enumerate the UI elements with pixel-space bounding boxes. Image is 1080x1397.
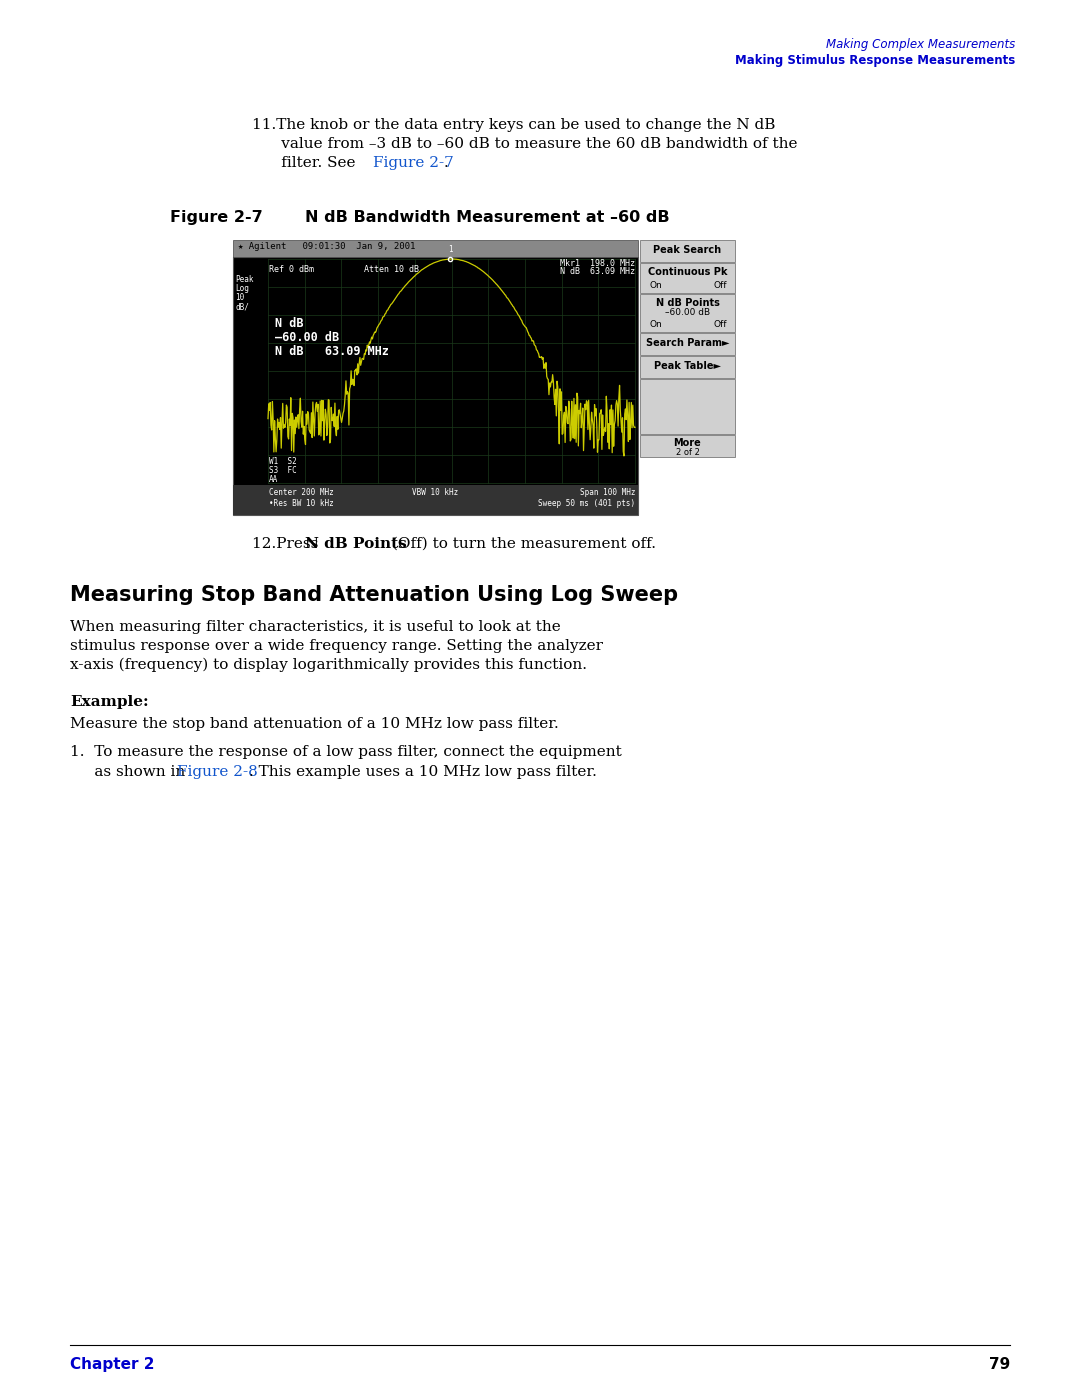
Text: Chapter 2: Chapter 2 <box>70 1356 154 1372</box>
Text: Off: Off <box>714 281 727 291</box>
Text: Example:: Example: <box>70 694 149 710</box>
Text: Peak Search: Peak Search <box>653 244 721 256</box>
Text: W1  S2: W1 S2 <box>269 457 297 467</box>
Text: x-axis (frequency) to display logarithmically provides this function.: x-axis (frequency) to display logarithmi… <box>70 658 588 672</box>
Text: Measuring Stop Band Attenuation Using Log Sweep: Measuring Stop Band Attenuation Using Lo… <box>70 585 678 605</box>
Text: Peak: Peak <box>235 275 254 284</box>
Text: 10: 10 <box>235 293 244 302</box>
Text: When measuring filter characteristics, it is useful to look at the: When measuring filter characteristics, i… <box>70 620 561 634</box>
Bar <box>640 434 735 457</box>
Bar <box>640 332 735 355</box>
Text: 1.  To measure the response of a low pass filter, connect the equipment: 1. To measure the response of a low pass… <box>70 745 622 759</box>
Text: Log: Log <box>235 284 248 293</box>
Text: N dB  63.09 MHz: N dB 63.09 MHz <box>561 267 635 277</box>
Text: More: More <box>674 439 701 448</box>
Text: ★ Agilent   09:01:30  Jan 9, 2001: ★ Agilent 09:01:30 Jan 9, 2001 <box>238 242 416 251</box>
Text: AA: AA <box>269 475 279 483</box>
Bar <box>233 485 638 515</box>
Text: value from –3 dB to –60 dB to measure the 60 dB bandwidth of the: value from –3 dB to –60 dB to measure th… <box>252 137 797 151</box>
Text: dB/: dB/ <box>235 302 248 312</box>
Text: Peak Table►: Peak Table► <box>654 360 721 372</box>
Text: N dB   63.09 MHz: N dB 63.09 MHz <box>275 345 389 358</box>
Text: On: On <box>650 320 663 330</box>
Text: 11.The knob or the data entry keys can be used to change the N dB: 11.The knob or the data entry keys can b… <box>252 117 775 131</box>
Text: Ref 0 dBm: Ref 0 dBm <box>269 265 314 274</box>
Text: •Res BW 10 kHz: •Res BW 10 kHz <box>269 499 334 509</box>
Text: Sweep 50 ms (401 pts): Sweep 50 ms (401 pts) <box>538 499 635 509</box>
Text: Mkr1  198.0 MHz: Mkr1 198.0 MHz <box>561 258 635 268</box>
Text: Search Param►: Search Param► <box>646 338 729 348</box>
Bar <box>640 356 735 379</box>
Bar <box>640 240 735 263</box>
Text: Figure 2-7: Figure 2-7 <box>373 156 454 170</box>
Bar <box>640 293 735 332</box>
Text: Center 200 MHz: Center 200 MHz <box>269 488 334 497</box>
Text: .: . <box>444 156 449 170</box>
Text: –60.00 dB: –60.00 dB <box>275 331 339 344</box>
Bar <box>233 240 638 257</box>
Text: 79: 79 <box>989 1356 1010 1372</box>
Text: N dB Points: N dB Points <box>656 298 719 307</box>
Text: Off: Off <box>714 320 727 330</box>
Text: VBW 10 kHz: VBW 10 kHz <box>411 488 458 497</box>
Text: N dB: N dB <box>275 317 303 330</box>
Text: 12.Press: 12.Press <box>252 536 323 550</box>
Text: Making Stimulus Response Measurements: Making Stimulus Response Measurements <box>734 54 1015 67</box>
Text: Continuous Pk: Continuous Pk <box>648 267 727 277</box>
Text: Span 100 MHz: Span 100 MHz <box>580 488 635 497</box>
Text: –60.00 dB: –60.00 dB <box>665 307 710 317</box>
Text: Figure 2-8: Figure 2-8 <box>177 766 258 780</box>
Text: 1: 1 <box>448 244 453 254</box>
Text: Figure 2-7: Figure 2-7 <box>170 210 262 225</box>
Text: (Off) to turn the measurement off.: (Off) to turn the measurement off. <box>387 536 656 550</box>
Text: 2 of 2: 2 of 2 <box>676 448 700 457</box>
Text: On: On <box>650 281 663 291</box>
Text: stimulus response over a wide frequency range. Setting the analyzer: stimulus response over a wide frequency … <box>70 638 603 652</box>
Bar <box>640 263 735 293</box>
Text: Atten 10 dB: Atten 10 dB <box>364 265 419 274</box>
Text: Making Complex Measurements: Making Complex Measurements <box>826 38 1015 52</box>
Bar <box>640 379 735 434</box>
Text: as shown in: as shown in <box>70 766 190 780</box>
Text: S3  FC: S3 FC <box>269 467 297 475</box>
Text: . This example uses a 10 MHz low pass filter.: . This example uses a 10 MHz low pass fi… <box>249 766 597 780</box>
Text: Measure the stop band attenuation of a 10 MHz low pass filter.: Measure the stop band attenuation of a 1… <box>70 717 558 731</box>
Text: N dB Points: N dB Points <box>305 536 407 550</box>
Text: N dB Bandwidth Measurement at –60 dB: N dB Bandwidth Measurement at –60 dB <box>305 210 670 225</box>
Text: filter. See: filter. See <box>252 156 361 170</box>
Bar <box>233 257 638 515</box>
